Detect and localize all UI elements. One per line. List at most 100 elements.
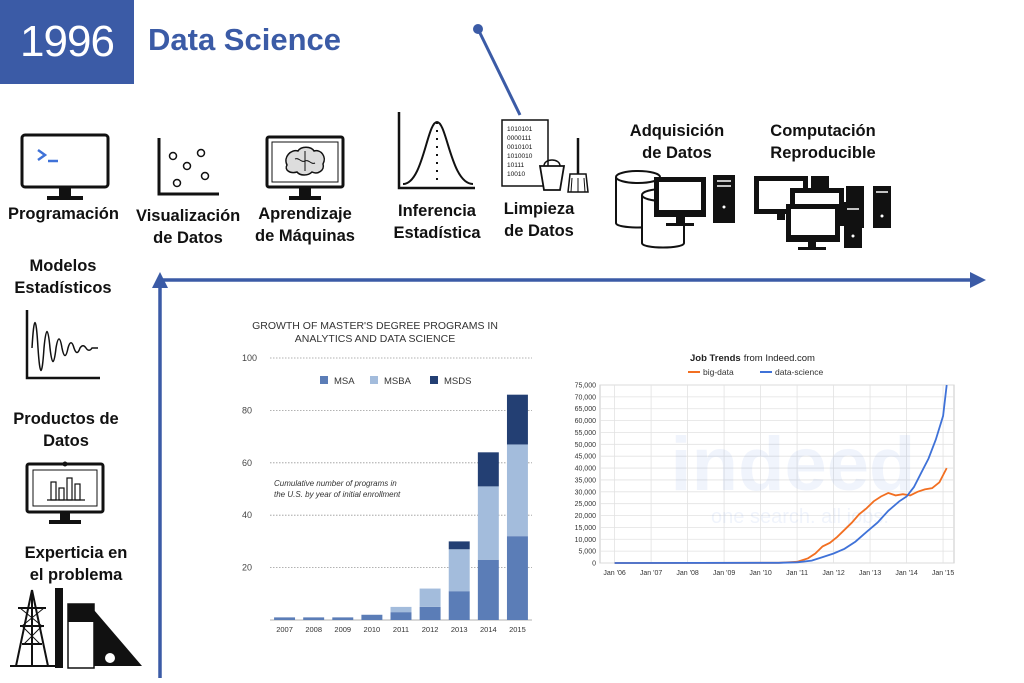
chart1-legend-label: MSDS (444, 376, 471, 387)
chart2-legend-label: big-data (703, 367, 734, 377)
chart2-xtick-label: Jan '15 (932, 570, 954, 577)
chart1-xtick-label: 2014 (480, 625, 497, 634)
chart1-bar-segment (448, 541, 470, 550)
chart2-title: Job Trends from Indeed.com (690, 353, 815, 364)
scatter-plot-icon (157, 138, 219, 196)
chart1-bar-segment (448, 591, 470, 620)
chart1-bar-segment (506, 394, 528, 445)
chart2-ytick-label: 60,000 (575, 418, 597, 425)
chart1-bar-segment (448, 549, 470, 592)
chart2-ytick-label: 15,000 (575, 525, 597, 532)
chart2-yticks: 0 5,000 10,000 15,000 20,000 25,000 30,000 35,0… (575, 383, 597, 568)
chart2-series-line (614, 384, 948, 564)
chart1-legend-label: MSA (334, 376, 355, 387)
data-cleaning-icon: 1010101 0000111 0010101 1010010 10111 10… (501, 119, 589, 193)
chart1-bar-segment (390, 606, 412, 613)
chart2-series-line (614, 467, 948, 564)
chart2-ytick-label: 30,000 (575, 489, 597, 496)
chart2-ytick-label: 10,000 (575, 537, 597, 544)
damped-wave-icon (25, 310, 100, 380)
chart1-xtick-label: 2009 (334, 625, 351, 634)
chart2-ytick-label: 25,000 (575, 501, 597, 508)
svg-text:1010010: 1010010 (507, 153, 533, 160)
chart2-xtick-label: Jan '08 (676, 570, 698, 577)
chart2-ytick-label: 55,000 (575, 430, 597, 437)
chart1-legend-swatch (370, 376, 378, 384)
chart1-bar-segment (419, 606, 441, 620)
chart2-legend-label: data-science (775, 367, 823, 377)
chart2-xtick-label: Jan '13 (859, 570, 881, 577)
chart2-ytick-label: 70,000 (575, 394, 597, 401)
chart1-legend-swatch (430, 376, 438, 384)
skill-limpieza: Limpieza de Datos (503, 200, 575, 240)
svg-text:10010: 10010 (507, 171, 525, 178)
skill-programacion: Programación (8, 205, 119, 223)
svg-text:0000111: 0000111 (507, 135, 532, 142)
brain-monitor-icon (265, 135, 345, 200)
chart1-bars (274, 394, 528, 620)
chart1-ytick-label: 60 (242, 458, 252, 468)
chart1-bar-segment (303, 617, 325, 620)
masters-programs-chart: GROWTH OF MASTER'S DEGREE PROGRAMS IN AN… (242, 320, 532, 634)
chart1-legend-label: MSBA (384, 376, 412, 387)
chart2-xtick-label: Jan '10 (749, 570, 771, 577)
skill-computacion: Computación Reproducible (770, 122, 876, 162)
chart1-annotation-line1: Cumulative number of programs in (274, 479, 397, 488)
chart2-xtick-label: Jan '14 (895, 570, 917, 577)
chart1-xtick-label: 2007 (276, 625, 293, 634)
chart1-bar-segment (477, 486, 499, 560)
chart1-bar-segment (506, 444, 528, 537)
chart1-title-line1: GROWTH OF MASTER'S DEGREE PROGRAMS IN (252, 320, 498, 332)
chart1-legend: MSA MSBA MSDS (320, 376, 471, 387)
chart1-bar-segment (419, 588, 441, 607)
skill-experticia: Experticia en el problema (24, 544, 128, 584)
terminal-monitor-icon (20, 133, 110, 200)
chart2-xtick-label: Jan '12 (822, 570, 844, 577)
year-label: 1996 (20, 17, 115, 66)
database-servers-icon (615, 170, 735, 249)
chart2-ytick-label: 40,000 (575, 466, 597, 473)
skill-modelos: Modelos Estadísticos (14, 257, 112, 297)
chart2-xtick-label: Jan '09 (713, 570, 735, 577)
svg-text:10111: 10111 (507, 162, 524, 169)
industry-tower-icon (10, 588, 142, 669)
chart2-xticks: Jan '06 Jan '07 Jan '08 Jan '09 Jan '10 Jan '… (603, 570, 954, 577)
skill-productos: Productos de Datos (13, 410, 119, 450)
chart1-xtick-label: 2015 (509, 625, 526, 634)
chart1-bar-segment (477, 452, 499, 487)
chart1-xtick-label: 2010 (364, 625, 381, 634)
bar-chart-monitor-icon (25, 461, 105, 524)
skill-inferencia: Inferencia Estadística (393, 202, 481, 242)
skill-aprendizaje: Aprendizaje de Máquinas (255, 205, 355, 245)
indeed-watermark-tagline: one search. all jobs. (711, 506, 889, 528)
chart2-ytick-label: 20,000 (575, 513, 597, 520)
chart2-xtick-label: Jan '07 (640, 570, 662, 577)
chart1-bar-segment (477, 559, 499, 620)
pointer-line (473, 24, 522, 116)
chart1-ytick-label: 20 (242, 563, 252, 573)
computer-network-icon (754, 176, 891, 250)
chart1-bar-segment (274, 617, 296, 620)
skill-visualizacion: Visualización de Datos (136, 207, 241, 247)
chart1-ytick-label: 80 (242, 405, 252, 415)
chart1-bar-segment (361, 614, 383, 620)
skill-adquisicion: Adquisición de Datos (629, 122, 725, 162)
chart2-ytick-label: 45,000 (575, 454, 597, 461)
chart1-bar-segment (390, 612, 412, 620)
chart2-grid (599, 384, 955, 564)
chart1-xticks: 2007 2008 2009 2010 2011 2012 2013 2014 2015 (276, 625, 526, 634)
chart1-xtick-label: 2011 (393, 625, 409, 634)
chart1-legend-swatch (320, 376, 328, 384)
job-trends-chart: Job Trends from Indeed.com big-data data-s… (575, 353, 955, 577)
chart1-bar-segment (332, 617, 354, 620)
chart2-ytick-label: 50,000 (575, 442, 597, 449)
chart1-xtick-label: 2013 (451, 625, 468, 634)
chart2-ytick-label: 5,000 (578, 549, 596, 556)
chart2-legend: big-data data-science (688, 367, 823, 377)
chart1-title-line2: ANALYTICS AND DATA SCIENCE (295, 333, 455, 345)
chart2-lines (614, 384, 948, 564)
indeed-watermark: indeed (671, 422, 916, 507)
chart2-ytick-label: 75,000 (575, 383, 597, 390)
year-badge (0, 0, 134, 84)
chart2-xtick-label: Jan '11 (786, 570, 808, 577)
